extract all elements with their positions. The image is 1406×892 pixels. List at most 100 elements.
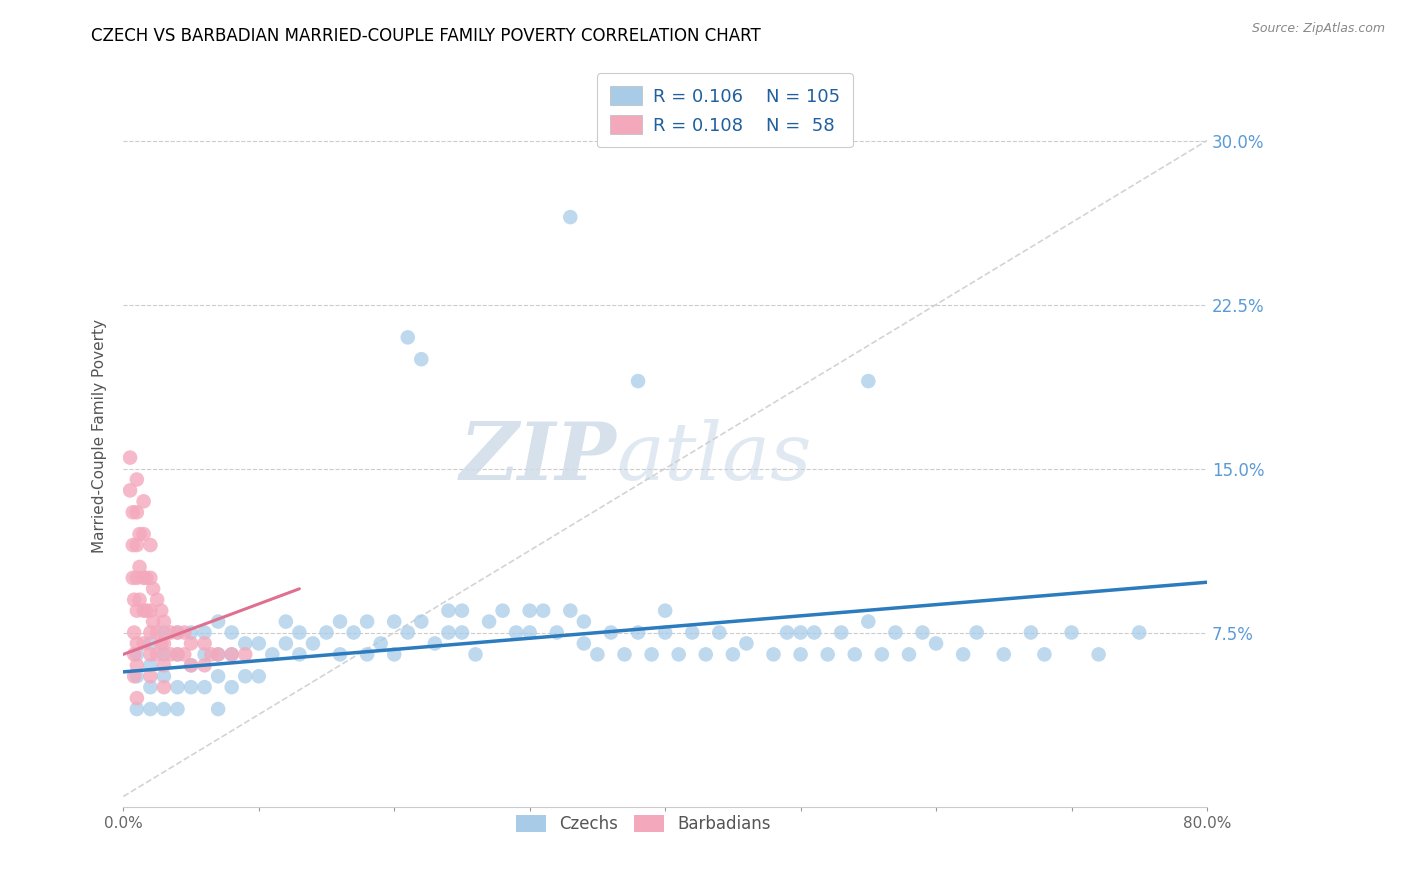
Point	[505, 625, 527, 640]
Point	[122, 592, 145, 607]
Point	[600, 625, 623, 640]
Point	[884, 625, 907, 640]
Point	[120, 450, 142, 465]
Point	[139, 538, 162, 552]
Point	[125, 658, 148, 673]
Point	[396, 625, 419, 640]
Point	[132, 527, 155, 541]
Point	[911, 625, 934, 640]
Point	[139, 571, 162, 585]
Point	[1019, 625, 1042, 640]
Point	[166, 702, 188, 716]
Point	[125, 505, 148, 519]
Point	[120, 483, 142, 498]
Point	[370, 636, 392, 650]
Point	[121, 505, 143, 519]
Point	[180, 658, 202, 673]
Point	[139, 636, 162, 650]
Point	[125, 702, 148, 716]
Point	[451, 604, 474, 618]
Point	[274, 615, 297, 629]
Point	[803, 625, 825, 640]
Point	[382, 615, 405, 629]
Point	[451, 625, 474, 640]
Point	[132, 494, 155, 508]
Point	[121, 538, 143, 552]
Point	[519, 625, 541, 640]
Point	[288, 648, 311, 662]
Point	[121, 571, 143, 585]
Point	[142, 582, 165, 596]
Point	[150, 604, 173, 618]
Point	[342, 625, 364, 640]
Point	[288, 625, 311, 640]
Point	[146, 592, 169, 607]
Point	[207, 702, 229, 716]
Point	[396, 330, 419, 344]
Point	[858, 615, 880, 629]
Point	[135, 571, 157, 585]
Point	[382, 648, 405, 662]
Point	[627, 625, 650, 640]
Point	[640, 648, 662, 662]
Text: Source: ZipAtlas.com: Source: ZipAtlas.com	[1251, 22, 1385, 36]
Point	[844, 648, 866, 662]
Point	[194, 648, 217, 662]
Point	[302, 636, 325, 650]
Point	[207, 648, 229, 662]
Point	[180, 625, 202, 640]
Point	[478, 615, 501, 629]
Point	[125, 669, 148, 683]
Point	[153, 636, 176, 650]
Point	[531, 604, 554, 618]
Point	[627, 374, 650, 388]
Point	[221, 625, 243, 640]
Point	[789, 648, 811, 662]
Point	[132, 636, 155, 650]
Point	[464, 648, 486, 662]
Point	[423, 636, 446, 650]
Point	[194, 636, 217, 650]
Point	[221, 680, 243, 694]
Point	[233, 636, 256, 650]
Point	[128, 592, 150, 607]
Point	[329, 648, 352, 662]
Point	[146, 625, 169, 640]
Point	[411, 352, 433, 367]
Point	[159, 625, 181, 640]
Point	[356, 648, 378, 662]
Point	[560, 604, 582, 618]
Point	[146, 648, 169, 662]
Point	[721, 648, 744, 662]
Point	[173, 625, 195, 640]
Point	[139, 702, 162, 716]
Point	[1060, 625, 1083, 640]
Point	[709, 625, 731, 640]
Point	[925, 636, 948, 650]
Point	[125, 571, 148, 585]
Point	[139, 658, 162, 673]
Point	[200, 648, 222, 662]
Point	[132, 604, 155, 618]
Point	[546, 625, 568, 640]
Point	[613, 648, 636, 662]
Point	[122, 669, 145, 683]
Point	[274, 636, 297, 650]
Point	[153, 615, 176, 629]
Point	[315, 625, 337, 640]
Point	[139, 680, 162, 694]
Point	[993, 648, 1015, 662]
Point	[411, 615, 433, 629]
Point	[762, 648, 785, 662]
Point	[125, 636, 148, 650]
Point	[966, 625, 988, 640]
Point	[356, 615, 378, 629]
Point	[153, 658, 176, 673]
Point	[139, 669, 162, 683]
Point	[572, 615, 595, 629]
Point	[125, 691, 148, 706]
Point	[247, 636, 270, 650]
Point	[735, 636, 758, 650]
Point	[1087, 648, 1109, 662]
Point	[668, 648, 690, 662]
